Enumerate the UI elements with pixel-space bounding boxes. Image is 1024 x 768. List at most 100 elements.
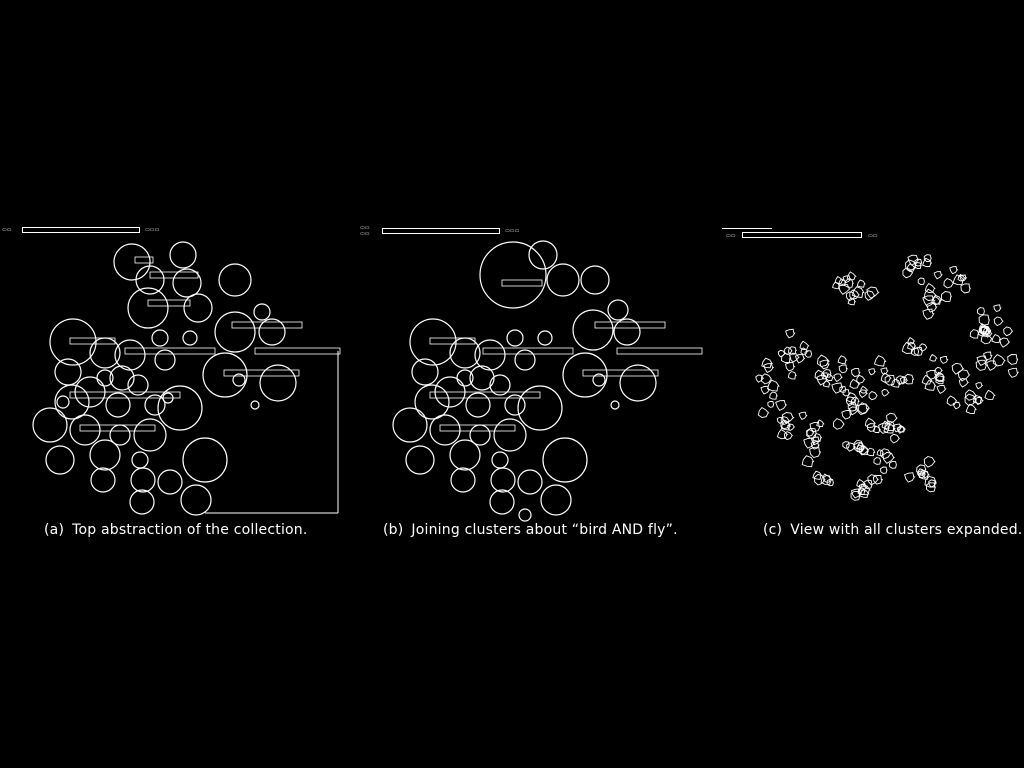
document-glyph[interactable] [979, 326, 991, 337]
cluster-map-b[interactable] [355, 220, 705, 522]
document-glyph[interactable] [812, 470, 823, 480]
document-glyph[interactable] [803, 437, 816, 449]
cluster-circle[interactable] [613, 318, 641, 346]
cluster-circle[interactable] [493, 418, 527, 452]
cluster-circle[interactable] [96, 369, 114, 387]
cluster-circle[interactable] [131, 451, 149, 469]
document-glyph[interactable] [868, 368, 877, 376]
document-glyph[interactable] [957, 369, 971, 382]
cluster-circle[interactable] [465, 392, 491, 418]
document-glyph[interactable] [757, 407, 770, 418]
document-glyph[interactable] [872, 425, 882, 433]
document-glyph[interactable] [787, 423, 796, 432]
document-glyph[interactable] [872, 474, 884, 485]
document-glyph[interactable] [952, 401, 962, 410]
document-glyph[interactable] [755, 374, 765, 383]
document-glyph[interactable] [907, 254, 920, 266]
document-glyph[interactable] [777, 349, 786, 358]
document-glyph[interactable] [935, 375, 945, 385]
cluster-circle[interactable] [90, 467, 116, 493]
document-glyph[interactable] [858, 445, 869, 456]
document-glyph[interactable] [810, 441, 820, 450]
document-glyph[interactable] [917, 277, 925, 285]
document-glyph[interactable] [804, 350, 813, 358]
document-glyph[interactable] [859, 488, 870, 498]
cluster-circle[interactable] [182, 330, 198, 346]
cluster-circle[interactable] [489, 374, 511, 396]
document-glyph[interactable] [922, 257, 933, 268]
document-glyph[interactable] [849, 289, 860, 300]
document-glyph[interactable] [858, 389, 869, 398]
cluster-circle[interactable] [607, 299, 629, 321]
cluster-circle[interactable] [546, 263, 580, 297]
document-glyph[interactable] [846, 271, 857, 281]
document-glyph[interactable] [800, 347, 809, 355]
document-glyph[interactable] [780, 420, 792, 431]
cluster-circle[interactable] [113, 243, 151, 281]
document-glyph[interactable] [839, 385, 847, 393]
document-glyph[interactable] [856, 441, 866, 450]
document-glyph[interactable] [943, 277, 955, 289]
document-glyph[interactable] [816, 419, 825, 428]
cluster-circle[interactable] [491, 451, 509, 469]
cluster-circle[interactable] [56, 395, 70, 409]
cluster-circle[interactable] [114, 339, 146, 371]
search-input[interactable] [742, 232, 862, 238]
cluster-circle[interactable] [214, 311, 256, 353]
document-glyph[interactable] [907, 336, 916, 345]
document-glyph[interactable] [884, 374, 896, 386]
document-glyph[interactable] [856, 374, 866, 384]
document-glyph[interactable] [884, 420, 896, 432]
document-glyph[interactable] [923, 288, 937, 301]
document-glyph[interactable] [763, 363, 775, 373]
cluster-circle[interactable] [133, 418, 167, 452]
document-glyph[interactable] [826, 478, 834, 487]
document-glyph[interactable] [913, 346, 924, 356]
document-glyph[interactable] [924, 283, 936, 293]
document-glyph[interactable] [1007, 367, 1019, 378]
cluster-circle[interactable] [474, 339, 506, 371]
document-glyph[interactable] [850, 396, 860, 406]
document-glyph[interactable] [834, 275, 844, 285]
document-glyph[interactable] [951, 362, 965, 375]
cluster-circle[interactable] [54, 358, 82, 386]
cluster-circle[interactable] [89, 439, 121, 471]
document-glyph[interactable] [806, 429, 815, 437]
cluster-circle[interactable] [540, 484, 572, 516]
document-glyph[interactable] [914, 258, 923, 267]
document-glyph[interactable] [929, 353, 938, 362]
cluster-circle[interactable] [517, 469, 543, 495]
document-glyph[interactable] [809, 446, 822, 459]
document-glyph[interactable] [880, 372, 892, 383]
cluster-circle[interactable] [202, 352, 248, 398]
document-glyph[interactable] [851, 368, 861, 377]
document-glyph[interactable] [1007, 354, 1019, 365]
cluster-circle[interactable] [592, 373, 606, 387]
cluster-map-c[interactable] [720, 220, 1024, 520]
cluster-circle[interactable] [392, 407, 428, 443]
document-glyph[interactable] [820, 372, 829, 380]
document-glyph[interactable] [881, 420, 891, 429]
document-glyph[interactable] [850, 490, 861, 501]
document-glyph[interactable] [776, 428, 789, 440]
cluster-circle[interactable] [250, 400, 260, 410]
cluster-circle[interactable] [518, 508, 532, 522]
cluster-circle[interactable] [109, 365, 135, 391]
document-glyph[interactable] [992, 354, 1006, 367]
document-glyph[interactable] [935, 366, 943, 375]
document-glyph[interactable] [846, 392, 858, 403]
document-glyph[interactable] [890, 378, 901, 388]
document-glyph[interactable] [859, 385, 869, 394]
cluster-circle[interactable] [489, 489, 515, 515]
document-glyph[interactable] [769, 391, 778, 400]
document-glyph[interactable] [949, 266, 959, 275]
document-glyph[interactable] [801, 455, 815, 468]
cluster-circle[interactable] [127, 287, 169, 329]
document-glyph[interactable] [984, 389, 996, 401]
cluster-circle[interactable] [127, 374, 149, 396]
document-glyph[interactable] [958, 378, 970, 388]
cluster-circle[interactable] [258, 318, 286, 346]
cluster-circle[interactable] [172, 268, 202, 298]
document-glyph[interactable] [880, 466, 888, 474]
go-button[interactable]: ▭▭ [868, 233, 878, 239]
